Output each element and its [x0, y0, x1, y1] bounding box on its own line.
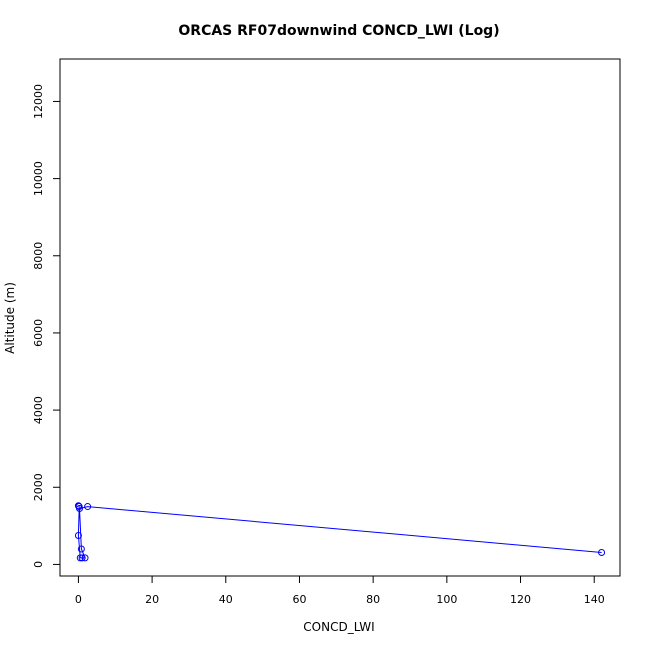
- y-axis-label: Altitude (m): [3, 282, 17, 354]
- data-point: [598, 548, 606, 556]
- x-tick-label: 140: [584, 593, 605, 606]
- plot-frame: [59, 58, 621, 577]
- x-tick-label: 0: [75, 593, 82, 606]
- data-point: [76, 554, 84, 562]
- x-tick-label: 100: [436, 593, 457, 606]
- data-point: [84, 503, 92, 511]
- y-tick-label: 6000: [32, 319, 45, 347]
- y-tick-label: 8000: [32, 242, 45, 270]
- series-line: [77, 505, 602, 559]
- x-tick-label: 60: [292, 593, 306, 606]
- x-axis: 0 20 40 60 80 100 120 140: [75, 575, 605, 606]
- data-point: [81, 554, 89, 562]
- x-tick-label: 40: [219, 593, 233, 606]
- x-tick-label: 120: [510, 593, 531, 606]
- y-tick-label: 2000: [32, 473, 45, 501]
- x-axis-label: CONCD_LWI: [303, 620, 374, 634]
- y-axis: 0 2000 4000 6000 8000 10000 12000: [32, 84, 61, 568]
- y-tick-label: 4000: [32, 396, 45, 424]
- y-tick-label: 10000: [32, 161, 45, 196]
- series-layer: [74, 502, 606, 562]
- y-tick-label: 0: [32, 561, 45, 568]
- data-point: [77, 545, 85, 553]
- data-point: [76, 504, 84, 512]
- x-tick-label: 20: [145, 593, 159, 606]
- chart-title: ORCAS RF07downwind CONCD_LWI (Log): [178, 23, 499, 39]
- data-point: [78, 554, 86, 562]
- x-tick-label: 80: [366, 593, 380, 606]
- data-point: [74, 531, 82, 539]
- y-tick-label: 12000: [32, 84, 45, 119]
